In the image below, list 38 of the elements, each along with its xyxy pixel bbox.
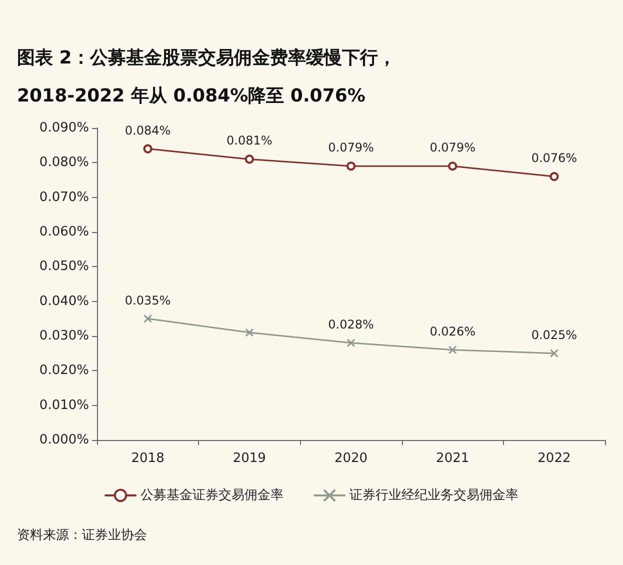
y-tick-label: 0.040%: [39, 294, 89, 309]
text: 资料来源：证券业协会: [17, 528, 147, 543]
y-tick-label: 0.000%: [39, 432, 89, 448]
y-tick-label: 0.070%: [39, 190, 89, 205]
y-tick-label: 0.050%: [39, 259, 89, 274]
point: [346, 338, 356, 348]
point: [550, 349, 558, 358]
legend-label: 证券行业经纪业务交易佣金率: [350, 486, 518, 503]
point: [346, 162, 356, 171]
data-label: 0.084%: [124, 123, 171, 138]
legend-label: 公募基金证券交易佣金率: [140, 486, 284, 503]
data-label: 0.079%: [430, 140, 476, 155]
point: [144, 314, 152, 323]
chart-title: 图表 2：公募基金股票交易佣金费率缓慢下行， 2018-2022 年从 0.084%降至 0.076%: [17, 48, 396, 106]
x-tick-label: 2020: [334, 451, 368, 466]
point: [550, 172, 559, 182]
x-tick-label: 2019: [232, 451, 266, 466]
point: [448, 346, 457, 354]
point: [244, 154, 254, 164]
data-label: 0.081%: [226, 134, 272, 148]
point: [143, 144, 152, 154]
y-tick-label: 0.090%: [39, 120, 89, 136]
y-tick-label: 0.010%: [39, 398, 89, 413]
x-tick-label: 2018: [131, 451, 164, 466]
point: [448, 162, 458, 171]
data-label: 0.079%: [328, 140, 374, 155]
data-label: 0.035%: [124, 293, 171, 308]
y-tick-label: 0.030%: [39, 328, 89, 344]
data-label: 0.025%: [531, 328, 578, 342]
data-label: 0.028%: [328, 318, 374, 332]
point: [245, 328, 254, 337]
y-tick-label: 0.060%: [39, 224, 89, 240]
y-tick-label: 0.020%: [39, 363, 89, 378]
data-label: 0.076%: [531, 151, 578, 166]
x-tick-label: 2022: [538, 451, 571, 466]
x-tick-label: 2021: [436, 451, 470, 466]
data-label: 0.026%: [430, 324, 476, 339]
y-tick-label: 0.080%: [39, 155, 89, 170]
